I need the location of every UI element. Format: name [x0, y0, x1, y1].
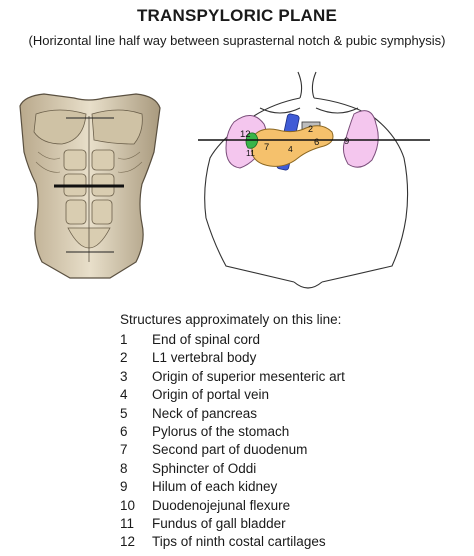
- page-subtitle: (Horizontal line half way between supras…: [28, 33, 446, 48]
- diagram-label-2: 2: [308, 124, 313, 134]
- item-number: 5: [120, 405, 128, 421]
- diagram-label-9: 9: [344, 136, 349, 147]
- list-item: 8 Sphincter of Oddi: [120, 460, 345, 478]
- item-text: Fundus of gall bladder: [152, 515, 286, 531]
- item-number: 10: [120, 497, 136, 513]
- diagram-label-12: 12: [240, 129, 251, 140]
- item-number: 1: [120, 332, 128, 347]
- rectus-abdominis: [63, 149, 115, 249]
- item-text: Second part of duodenum: [152, 442, 308, 458]
- item-text: Tips of ninth costal cartilages: [152, 534, 326, 550]
- list-item: 3 Origin of superior mesenteric art: [120, 368, 345, 386]
- item-number: 8: [120, 460, 128, 476]
- list-item: 2 L1 vertebral body: [120, 349, 345, 367]
- diagram-label-11: 11: [246, 148, 255, 158]
- page-title: TRANSPYLORIC PLANE: [136, 6, 338, 25]
- item-text: Origin of portal vein: [152, 387, 270, 403]
- list-item: 12 Tips of ninth costal cartilages: [120, 533, 345, 551]
- structures-list: 1 End of spinal cord 2 L1 vertebral body 3…: [120, 331, 345, 552]
- item-text: L1 vertebral body: [152, 350, 257, 366]
- item-number: 11: [120, 515, 135, 531]
- diagram-label-6: 6: [314, 137, 319, 148]
- list-item: 5 Neck of pancreas: [120, 405, 345, 423]
- torso-illustration: [19, 93, 161, 279]
- list-item: 7 Second part of duodenum: [120, 441, 345, 459]
- list-item: 4 Origin of portal vein: [120, 386, 345, 404]
- item-text: Sphincter of Oddi: [152, 460, 257, 476]
- item-number: 2: [120, 350, 128, 366]
- item-number: 3: [120, 368, 128, 384]
- diagram-label-4: 4: [288, 144, 293, 154]
- item-text: End of spinal cord: [152, 332, 261, 347]
- item-text: Hilum of each kidney: [152, 479, 278, 495]
- item-text: Origin of superior mesenteric art: [152, 368, 345, 384]
- duodenum-pancreas: [251, 125, 334, 167]
- item-number: 4: [120, 387, 128, 403]
- item-text: Pylorus of the stomach: [152, 423, 290, 439]
- item-number: 12: [120, 534, 136, 550]
- list-item: 6 Pylorus of the stomach: [120, 423, 345, 441]
- item-text: Duodenojejunal flexure: [152, 497, 291, 513]
- item-number: 7: [120, 442, 128, 458]
- diagram-label-7: 7: [264, 142, 269, 153]
- item-number: 9: [120, 479, 128, 495]
- transpyloric-schematic: 12 11 7 4 2 6 9: [198, 71, 430, 289]
- pectoral-right: [91, 109, 143, 145]
- kidney-right: [342, 110, 379, 168]
- list-item: 9 Hilum of each kidney: [120, 478, 345, 496]
- item-number: 6: [120, 423, 128, 439]
- item-text: Neck of pancreas: [152, 405, 258, 421]
- list-item: 11 Fundus of gall bladder: [120, 515, 345, 533]
- structures-heading: Structures approximately on this line:: [120, 312, 342, 327]
- body-outline: [204, 71, 409, 289]
- list-item: 10 Duodenojejunal flexure: [120, 497, 345, 515]
- list-item: 1 End of spinal cord: [120, 331, 345, 349]
